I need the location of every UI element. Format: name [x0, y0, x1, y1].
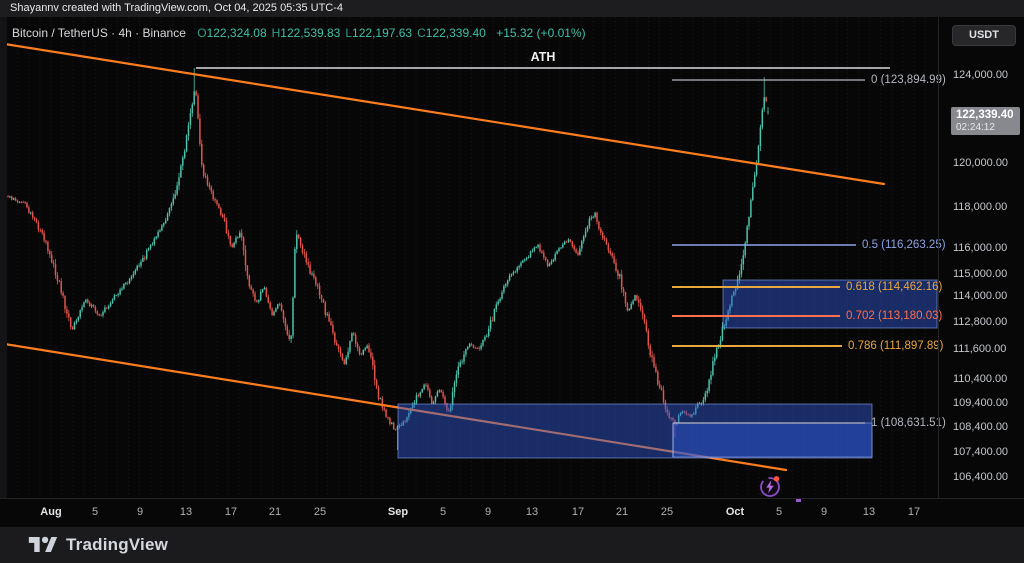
ohlc-values: O122,324.08 H122,539.83 L122,197.63 C122,33… — [197, 26, 486, 40]
time-tick-label: 21 — [268, 506, 282, 518]
demand-zone-inner — [672, 422, 873, 458]
event-lightning-icon[interactable] — [757, 473, 783, 499]
time-tick-label: 9 — [484, 506, 492, 518]
time-tick-label: Aug — [40, 506, 62, 518]
fib-label-0.702[interactable]: 0.702 (113,180.03) — [846, 310, 943, 322]
last-price-tag: 122,339.40 02:24:12 — [951, 107, 1020, 135]
currency-toggle-button[interactable]: USDT — [952, 25, 1016, 46]
channel-lower — [0, 342, 788, 472]
time-tick-label: 13 — [862, 506, 876, 518]
time-tick-label: 5 — [91, 506, 99, 518]
price-tick-label: 109,400.00 — [953, 397, 1009, 409]
time-tick-label: 9 — [820, 506, 828, 518]
tradingview-logo[interactable]: TradingView — [28, 534, 168, 555]
channel-upper — [0, 42, 886, 186]
price-tick-label: 106,400.00 — [953, 471, 1009, 483]
fib-retracement[interactable] — [672, 79, 865, 457]
time-tick-label: 17 — [224, 506, 238, 518]
watermark-bar: Shayannv created with TradingView.com, O… — [0, 0, 1024, 17]
grid-lines — [6, 17, 926, 497]
watermark-text: Shayannv created with TradingView.com, O… — [10, 2, 344, 14]
time-tick-label: 9 — [136, 506, 144, 518]
fib-label-0.5[interactable]: 0.5 (116,263.25) — [862, 239, 946, 251]
price-tick-label: 110,400.00 — [953, 373, 1008, 385]
time-tick-label: 5 — [775, 506, 783, 518]
fib-label-0.618[interactable]: 0.618 (114,462.16) — [846, 281, 943, 293]
time-axis[interactable]: Aug 5 9 13 17 21 25 Sep 5 9 13 17 21 25 Oct 5 9 13 17 — [0, 498, 1024, 528]
time-tick-label: 17 — [571, 506, 585, 518]
time-tick-label: 25 — [660, 506, 674, 518]
price-axis[interactable]: USDT 122,339.40 02:24:12 124,000.00 120,0… — [938, 17, 1024, 498]
price-tick-label: 120,000.00 — [953, 157, 1009, 169]
price-tick-label: 118,000.00 — [953, 201, 1008, 213]
time-tick-label: 13 — [179, 506, 193, 518]
time-tick-label: 25 — [313, 506, 327, 518]
event-axis-marker — [796, 499, 801, 502]
price-tick-label: 116,000.00 — [953, 242, 1008, 254]
price-tick-label: 111,600.00 — [953, 343, 1007, 355]
time-tick-label: 13 — [525, 506, 539, 518]
time-tick-label: Oct — [725, 506, 745, 518]
symbol-title: Bitcoin / TetherUS · 4h · Binance — [12, 26, 186, 40]
fib-label-1[interactable]: 1 (108,631.51) — [871, 417, 946, 429]
price-tick-label: 115,000.00 — [953, 268, 1008, 280]
price-tick-label: 124,000.00 — [953, 69, 1009, 81]
time-tick-label: 21 — [615, 506, 629, 518]
candle-countdown: 02:24:12 — [956, 122, 995, 133]
price-tick-label: 108,400.00 — [953, 421, 1009, 433]
time-tick-label: 17 — [907, 506, 921, 518]
last-price-value: 122,339.40 — [956, 109, 1014, 121]
fib-label-0.786[interactable]: 0.786 (111,897.89) — [848, 340, 944, 352]
price-tick-label: 114,000.00 — [953, 290, 1008, 302]
time-tick-label: Sep — [387, 506, 409, 518]
trend-channel[interactable] — [0, 42, 886, 472]
candles — [7, 68, 769, 450]
tradingview-logo-text: TradingView — [66, 534, 169, 554]
symbol-legend[interactable]: Bitcoin / TetherUS · 4h · Binance O122,3… — [12, 26, 586, 40]
left-edge-fade — [0, 17, 7, 498]
price-tick-label: 107,400.00 — [953, 446, 1009, 458]
demand-zone — [397, 403, 873, 459]
tradingview-logo-icon — [28, 536, 58, 552]
fib-label-0[interactable]: 0 (123,894.99) — [871, 74, 946, 86]
price-change: +15.32 (+0.01%) — [496, 26, 586, 40]
time-tick-label: 5 — [439, 506, 447, 518]
ath-label: ATH — [530, 50, 556, 64]
price-tick-label: 112,800.00 — [953, 316, 1008, 328]
bottom-brand-bar: TradingView — [0, 527, 1024, 563]
supply-demand-boxes[interactable] — [397, 279, 938, 459]
